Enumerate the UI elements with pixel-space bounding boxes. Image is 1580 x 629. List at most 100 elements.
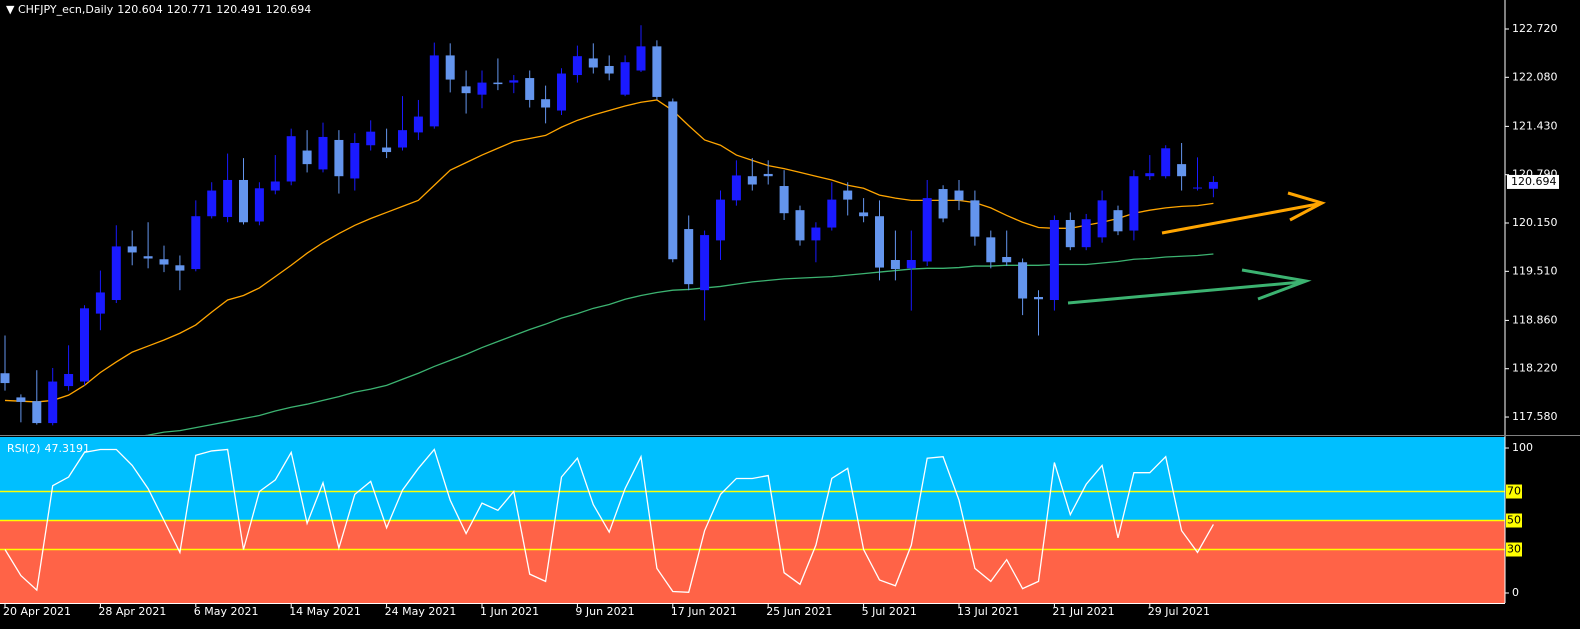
candle-body (1049, 219, 1059, 301)
y-tick-label: 122.720 (1512, 22, 1558, 35)
candle-body (16, 397, 26, 402)
y-tick-label: 118.860 (1512, 313, 1558, 326)
candle-body (461, 86, 471, 94)
candle-body (604, 65, 614, 74)
candle-body (143, 256, 153, 259)
candle-body (223, 179, 233, 217)
rsi-value: 47.3191 (44, 442, 90, 455)
y-tick-label: 0 (1512, 586, 1519, 599)
axis-labels: 122.720122.080121.430120.790120.150119.5… (3, 22, 1559, 618)
candle-body (32, 401, 42, 424)
candle-body (843, 190, 853, 200)
price-plot (0, 25, 1218, 435)
candle-body (159, 259, 169, 265)
candle-body (366, 131, 376, 146)
candle-body (445, 55, 455, 80)
candle-body (382, 147, 392, 153)
candle-body (0, 373, 10, 384)
candle-body (334, 139, 344, 177)
price-tag-label: 120.694 (1511, 175, 1557, 188)
candle-body (429, 55, 439, 127)
moving-average (144, 253, 1214, 435)
arrow-head (1287, 191, 1326, 222)
candle-body (588, 58, 598, 68)
candle-body (1161, 148, 1171, 177)
x-tick-label: 13 Jul 2021 (957, 605, 1019, 618)
candle-body (95, 292, 105, 314)
candle-body (1002, 256, 1012, 263)
rsi-line (4, 448, 1214, 593)
candle-body (111, 246, 121, 301)
candle-body (620, 62, 630, 95)
ohlc-close: 120.694 (265, 3, 312, 16)
candle-body (700, 235, 710, 291)
rsi-lower-zone (0, 520, 1505, 603)
candle-body (938, 189, 948, 219)
candle-body (1193, 187, 1202, 189)
candle-body (1177, 164, 1187, 177)
candle-body (716, 199, 725, 241)
candle-body (175, 265, 185, 271)
candle-body (811, 227, 821, 241)
candle-body (64, 374, 74, 387)
ohlc-low: 120.491 (216, 3, 262, 16)
y-tick-label: 121.430 (1512, 119, 1558, 132)
candle-body (795, 210, 805, 241)
arrow-green (1067, 280, 1303, 305)
y-tick-label: 119.510 (1512, 264, 1558, 277)
candle-body (318, 136, 328, 170)
candle-body (509, 80, 519, 83)
x-tick-label: 24 May 2021 (385, 605, 457, 618)
candle-body (525, 78, 535, 100)
candle-body (350, 142, 360, 179)
x-tick-label: 20 Apr 2021 (3, 605, 71, 618)
candle-body (1018, 262, 1028, 299)
ohlc-open: 120.604 (117, 3, 163, 16)
candle-body (859, 212, 869, 217)
candle-body (286, 136, 296, 182)
candle-body (747, 176, 757, 185)
candle-body (779, 186, 789, 214)
y-tick-label: 118.220 (1512, 362, 1558, 375)
candle-body (906, 260, 916, 269)
candle-body (731, 175, 741, 201)
candle-body (48, 381, 58, 424)
moving-average (4, 99, 1214, 403)
candle-body (80, 308, 89, 382)
x-tick-label: 25 Jun 2021 (766, 605, 832, 618)
level-label: 70 (1507, 485, 1521, 498)
rsi-name: RSI(2) (7, 442, 41, 455)
axes (0, 0, 1580, 604)
x-tick-label: 6 May 2021 (194, 605, 259, 618)
candle-body (970, 200, 980, 237)
x-tick-label: 28 Apr 2021 (98, 605, 166, 618)
candle-body (1129, 176, 1139, 231)
x-tick-label: 21 Jul 2021 (1052, 605, 1114, 618)
y-tick-label: 120.150 (1512, 216, 1558, 229)
candle-body (254, 188, 264, 222)
candle-body (1208, 181, 1218, 189)
candle-body (922, 198, 932, 262)
x-tick-label: 5 Jul 2021 (862, 605, 917, 618)
y-tick-label: 117.580 (1512, 410, 1558, 423)
level-label-bg (1506, 484, 1522, 499)
level-label: 50 (1507, 514, 1521, 527)
rsi-background (0, 437, 1505, 603)
chart-title: CHFJPY_ecn,Daily (17, 3, 114, 16)
rsi-header: RSI(2) 47.3191 (7, 442, 94, 455)
candle-body (875, 216, 884, 268)
candle-body (1081, 219, 1091, 248)
x-tick-label: 9 Jun 2021 (575, 605, 634, 618)
arrow-orange (1161, 202, 1319, 235)
candle-body (1145, 173, 1155, 177)
candle-body (1097, 200, 1107, 238)
x-tick-label: 17 Jun 2021 (671, 605, 737, 618)
candle-body (1113, 210, 1123, 232)
candle-body (127, 246, 137, 253)
candle-body (986, 237, 996, 263)
y-tick-label: 122.080 (1512, 70, 1558, 83)
candle-body (668, 101, 678, 260)
candle-body (572, 56, 582, 76)
